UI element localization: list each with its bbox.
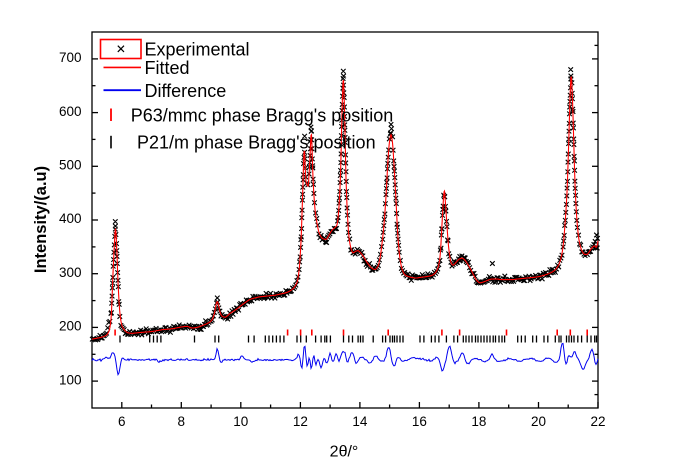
svg-text:Difference: Difference	[145, 81, 227, 101]
svg-text:10: 10	[233, 414, 248, 429]
svg-text:P21/m phase Bragg's position: P21/m phase Bragg's position	[137, 132, 376, 152]
svg-text:20: 20	[531, 414, 546, 429]
svg-text:2θ/°: 2θ/°	[330, 444, 359, 461]
svg-text:400: 400	[59, 211, 82, 226]
svg-text:200: 200	[59, 319, 82, 334]
svg-text:Experimental: Experimental	[145, 39, 250, 59]
svg-text:22: 22	[590, 414, 605, 429]
svg-text:12: 12	[293, 414, 308, 429]
svg-text:600: 600	[59, 104, 82, 119]
svg-text:P63/mmc phase Bragg's position: P63/mmc phase Bragg's position	[131, 106, 394, 126]
svg-text:300: 300	[59, 265, 82, 280]
svg-text:14: 14	[352, 414, 368, 429]
svg-text:Fitted: Fitted	[145, 58, 190, 78]
svg-text:100: 100	[59, 372, 82, 387]
svg-text:8: 8	[178, 414, 186, 429]
svg-text:Intensity/(a.u): Intensity/(a.u)	[32, 166, 50, 273]
svg-text:18: 18	[471, 414, 486, 429]
svg-text:700: 700	[59, 50, 82, 65]
svg-text:500: 500	[59, 158, 82, 173]
svg-text:6: 6	[118, 414, 126, 429]
svg-text:16: 16	[412, 414, 427, 429]
